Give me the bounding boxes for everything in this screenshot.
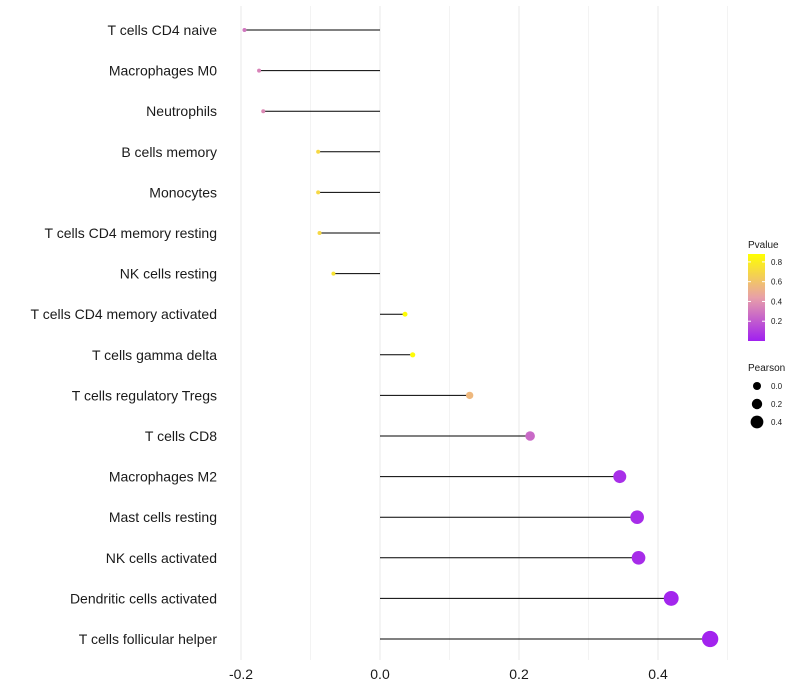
pvalue-legend: Pvalue 0.2 0.4 0.6 0.8 [748,240,783,341]
category-label: T cells CD4 memory resting [45,225,217,241]
lollipop-point [701,630,719,648]
category-labels: T cells CD4 naive Macrophages M0 Neutrophi… [31,22,218,647]
category-label: T cells CD8 [145,428,217,444]
lollipop-segments [244,29,711,640]
x-tick-label: 0.0 [370,666,390,682]
category-label: NK cells activated [106,550,217,566]
lollipop-point [331,271,336,276]
pearson-size-legend: Pearson 0.0 0.2 0.4 [748,363,785,429]
x-tick-label: 0.2 [509,666,529,682]
colorbar-tick-label: 0.2 [771,317,783,326]
category-label: Monocytes [149,184,217,200]
lollipop-point [630,510,644,525]
category-label: NK cells resting [120,266,217,282]
category-label: T cells CD4 naive [108,22,218,38]
size-legend-label: 0.2 [771,400,783,409]
x-tick-label: -0.2 [229,666,253,682]
category-label: T cells CD4 memory activated [31,306,217,322]
category-label: Macrophages M0 [109,63,217,79]
gridlines [240,6,728,660]
category-label: Mast cells resting [109,509,217,525]
lollipop-points [242,28,719,648]
category-label: B cells memory [121,144,217,160]
size-legend-circle [751,398,763,410]
x-axis-tick-labels: -0.2 0.0 0.2 0.4 [229,666,668,682]
lollipop-point [261,109,266,114]
pearson-legend-title: Pearson [748,363,785,374]
lollipop-point [316,149,321,154]
lollipop-point [465,391,474,400]
lollipop-point [317,231,322,235]
lollipop-point [402,311,408,317]
lollipop-point [316,190,321,195]
colorbar-tick-label: 0.8 [771,258,783,267]
category-label: Neutrophils [146,103,217,119]
lollipop-point [257,68,262,73]
lollipop-point [613,470,627,484]
pvalue-colorbar [748,254,765,341]
category-label: T cells gamma delta [92,347,217,363]
colorbar-tick-label: 0.4 [771,297,783,306]
lollipop-point [242,28,247,32]
size-legend-circle [750,415,764,429]
lollipop-point [631,550,646,565]
colorbar-tick-label: 0.6 [771,278,783,287]
x-tick-label: 0.4 [648,666,668,682]
category-label: Dendritic cells activated [70,590,217,606]
category-label: Macrophages M2 [109,469,217,485]
lollipop-point [525,431,535,441]
size-legend-circle [753,382,761,390]
lollipop-point [410,352,416,358]
pvalue-legend-title: Pvalue [748,240,779,251]
lollipop-point [663,590,679,606]
size-legend-label: 0.0 [771,382,783,391]
size-legend-label: 0.4 [771,418,783,427]
category-label: T cells follicular helper [79,631,218,647]
category-label: T cells regulatory Tregs [72,387,217,403]
